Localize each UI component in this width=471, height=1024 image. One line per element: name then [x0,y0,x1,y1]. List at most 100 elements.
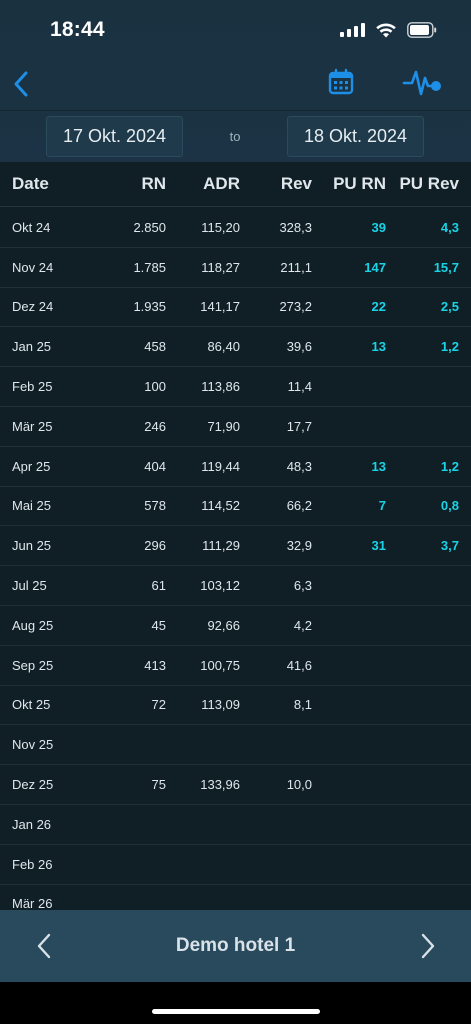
table-row[interactable]: Jul 25 61 103,12 6,3 [0,566,471,606]
date-range-selector: 17 Okt. 2024 to 18 Okt. 2024 [0,110,471,162]
table-row[interactable]: Jan 26 [0,805,471,845]
cell-adr: 71,90 [207,418,240,434]
cell-adr: 118,27 [201,259,240,275]
cell-rev: 6,3 [293,578,312,594]
cell-pu-rn: 31 [371,538,386,554]
cell-pu-rev: 4,3 [440,219,459,235]
cell-pu-rn [316,845,386,884]
chevron-left-icon [37,933,51,959]
cell-adr: 133,96 [200,777,240,793]
cell-pu-rev [390,646,459,685]
status-icons [340,22,437,38]
table-row[interactable]: Jun 25 296 111,29 32,9 31 3,7 [0,526,471,567]
cell-rev [244,725,312,764]
cell-pu-rev: 0,8 [440,498,459,514]
cell-rev: 66,2 [286,498,312,514]
cell-adr: 100,75 [200,657,240,673]
pickup-pulse-button[interactable] [402,64,444,100]
header-pu-rn[interactable]: PU RN [333,174,386,193]
cell-pu-rn [316,885,386,910]
cell-pu-rev [390,805,459,844]
cell-rn: 296 [144,538,166,554]
calendar-icon [328,68,354,95]
cell-rev [244,885,312,910]
date-to-field[interactable]: 18 Okt. 2024 [287,116,424,157]
hotel-switcher-bar: Demo hotel 1 [0,910,471,982]
cell-rev: 10,0 [286,777,312,793]
table-body: Okt 24 2.850 115,20 328,3 39 4,3 Nov 24 1.785 11… [0,208,471,910]
table-row[interactable]: Nov 24 1.785 118,27 211,1 147 15,7 [0,248,471,288]
cell-pu-rn [316,686,386,725]
cell-rev: 328,3 [279,219,312,235]
header-rn[interactable]: RN [141,174,166,193]
cell-pu-rn [316,566,386,605]
cell-pu-rev: 2,5 [440,299,459,315]
table-row[interactable]: Apr 25 404 119,44 48,3 13 1,2 [0,447,471,487]
table-row[interactable]: Feb 25 100 113,86 11,4 [0,367,471,407]
cell-pu-rn [316,606,386,645]
cell-adr: 119,44 [201,458,240,474]
cell-pu-rev [390,845,459,884]
cell-rev: 8,1 [293,697,312,713]
status-time: 18:44 [50,18,105,41]
cellular-signal-icon [340,23,365,37]
cell-rev: 17,7 [286,418,312,434]
back-button[interactable] [6,66,36,102]
cell-pu-rev [390,686,459,725]
home-indicator-area [0,982,471,1024]
cell-rn: 61 [151,578,166,594]
table-header: Date RN ADR Rev PU RN PU Rev [0,162,471,207]
cell-pu-rn: 39 [371,219,386,235]
cell-pu-rn [316,407,386,446]
cell-rn: 100 [144,379,166,395]
cell-pu-rn [316,646,386,685]
table-row[interactable]: Dez 24 1.935 141,17 273,2 22 2,5 [0,288,471,328]
table-row[interactable]: Dez 25 75 133,96 10,0 [0,765,471,805]
cell-rn: 404 [144,458,166,474]
cell-date: Jul 25 [12,578,47,594]
table-row[interactable]: Mai 25 578 114,52 66,2 7 0,8 [0,487,471,527]
cell-adr: 115,20 [201,219,240,235]
cell-date: Jun 25 [12,538,52,554]
wifi-icon [376,23,396,38]
table-row[interactable]: Mär 25 246 71,90 17,7 [0,407,471,447]
cell-pu-rev [390,566,459,605]
table-row[interactable]: Jan 25 458 86,40 39,6 13 1,2 [0,327,471,368]
home-indicator[interactable] [152,1009,320,1014]
table-row[interactable]: Nov 25 [0,725,471,766]
header-pu-rev[interactable]: PU Rev [399,174,459,193]
cell-date: Feb 26 [12,856,53,872]
cell-date: Okt 24 [12,219,51,235]
cell-rev: 48,3 [286,458,312,474]
previous-hotel-button[interactable] [30,930,58,962]
header-rev[interactable]: Rev [280,174,312,193]
cell-rn [96,805,166,844]
cell-rev: 211,1 [280,259,312,275]
header-adr[interactable]: ADR [203,174,240,193]
cell-adr: 113,86 [201,379,240,395]
cell-pu-rev: 15,7 [433,259,459,275]
cell-adr [170,805,240,844]
next-hotel-button[interactable] [414,930,442,962]
table-row[interactable]: Sep 25 413 100,75 41,6 [0,646,471,686]
cell-pu-rev [390,725,459,764]
table-row[interactable]: Feb 26 [0,845,471,885]
cell-rn: 458 [144,339,166,355]
header-date[interactable]: Date [12,174,49,193]
cell-date: Mai 25 [12,498,52,514]
cell-pu-rev: 3,7 [440,538,459,554]
calendar-button[interactable] [328,68,358,100]
date-from-field[interactable]: 17 Okt. 2024 [46,116,183,157]
cell-date: Mär 26 [12,896,53,910]
cell-rn: 72 [151,697,166,713]
cell-rn [96,845,166,884]
table-row[interactable]: Okt 24 2.850 115,20 328,3 39 4,3 [0,208,471,248]
forecast-table[interactable]: Date RN ADR Rev PU RN PU Rev Okt 24 2.850… [0,162,471,910]
cell-pu-rev [390,407,459,446]
cell-rn: 45 [151,617,166,633]
table-row[interactable]: Mär 26 [0,885,471,910]
table-row[interactable]: Aug 25 45 92,66 4,2 [0,606,471,646]
cell-rev: 273,2 [279,299,312,315]
cell-pu-rn [316,367,386,406]
table-row[interactable]: Okt 25 72 113,09 8,1 [0,686,471,726]
